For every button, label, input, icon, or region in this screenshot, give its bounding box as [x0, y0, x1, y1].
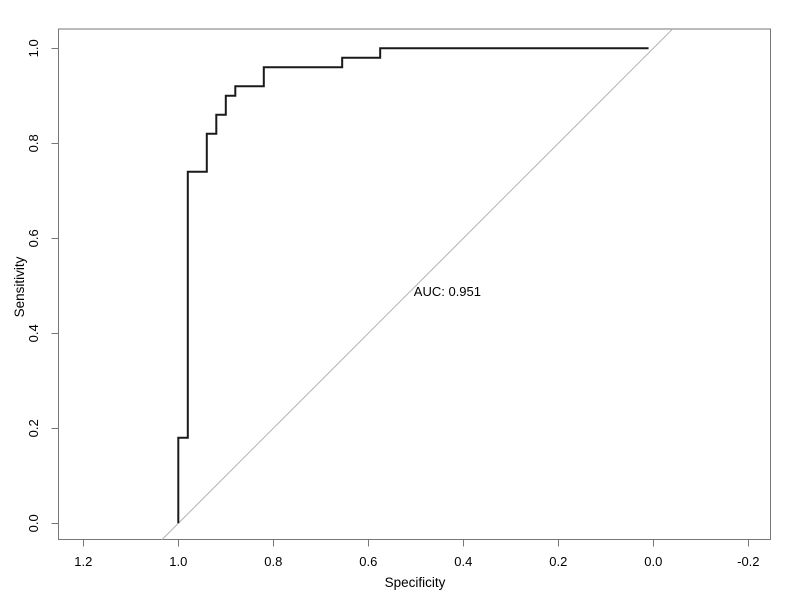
chance-diagonal-line — [161, 28, 673, 540]
plot-border — [58, 28, 771, 540]
x-axis-tick-label: 0.6 — [359, 554, 377, 569]
x-axis-tick-label: 0.4 — [454, 554, 472, 569]
y-axis-tick-label: 0.0 — [26, 514, 41, 532]
y-axis-tick-label: 1.0 — [26, 39, 41, 57]
roc-curve — [177, 47, 649, 524]
x-axis-tick-label: 1.0 — [169, 554, 187, 569]
y-axis-tick-label: 0.4 — [26, 324, 41, 342]
auc-annotation: AUC: 0.951 — [414, 284, 481, 299]
x-axis-tick-label: 1.2 — [74, 554, 92, 569]
y-axis-title: Sensitivity — [12, 256, 27, 317]
x-axis-title: Specificity — [385, 575, 446, 590]
x-axis: 1.2 1.0 0.8 0.6 0.4 0.2 0.0 -0.2 — [74, 539, 760, 569]
x-axis-tick-label: 0.2 — [549, 554, 567, 569]
x-axis-tick-label: -0.2 — [737, 554, 759, 569]
y-axis-tick-label: 0.6 — [26, 229, 41, 247]
y-axis-tick-label: 0.8 — [26, 134, 41, 152]
y-axis: 0.0 0.2 0.4 0.6 0.8 1.0 — [26, 39, 59, 532]
x-axis-tick-label: 0.0 — [644, 554, 662, 569]
x-axis-tick-label: 0.8 — [264, 554, 282, 569]
y-axis-tick-label: 0.2 — [26, 419, 41, 437]
